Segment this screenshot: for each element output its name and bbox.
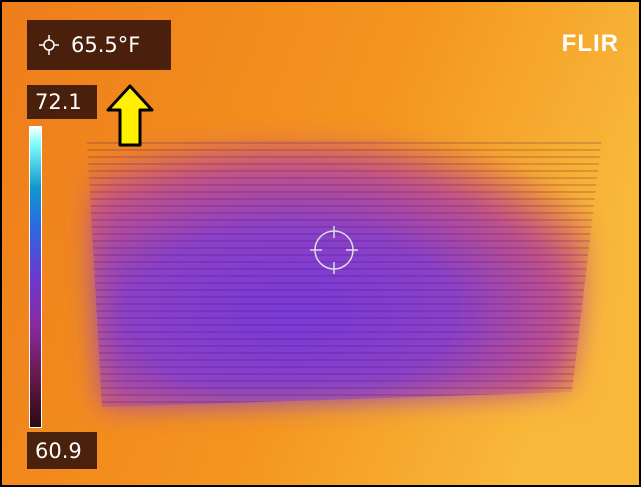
- spot-reading: 65.5°F: [71, 33, 140, 57]
- color-scale: [29, 126, 42, 428]
- thermal-image: [2, 2, 641, 487]
- spot-icon: [39, 35, 59, 55]
- spot-meter: 65.5°F: [27, 20, 171, 70]
- scale-max: 72.1: [27, 85, 97, 119]
- logo: FLIR: [562, 30, 619, 58]
- thermal-screen: 65.5°F 72.1 60.9 FLIR: [0, 0, 641, 487]
- scale-min: 60.9: [27, 432, 97, 469]
